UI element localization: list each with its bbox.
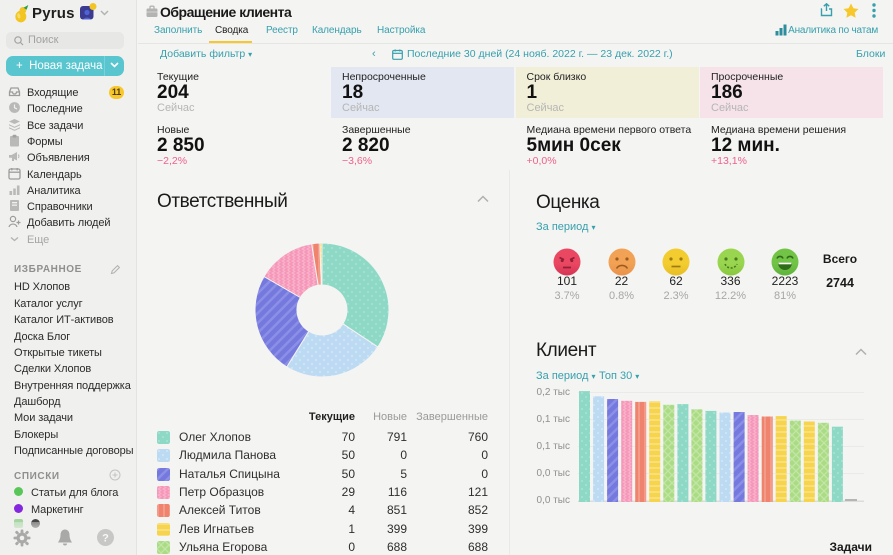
- svg-text:?: ?: [102, 533, 109, 545]
